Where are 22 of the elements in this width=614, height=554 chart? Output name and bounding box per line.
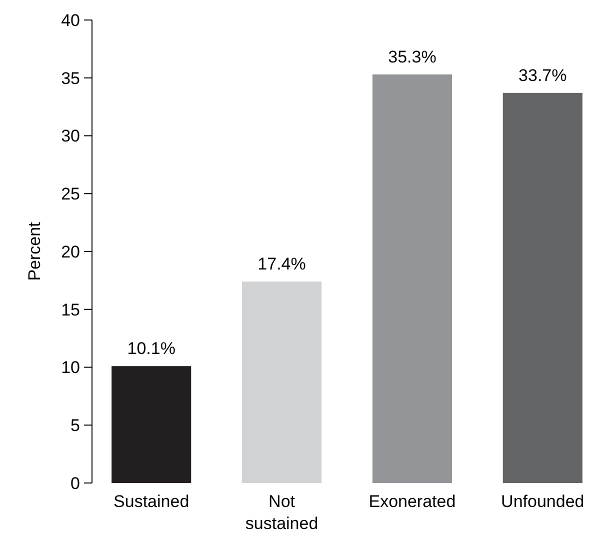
x-tick-label: Exonerated — [368, 492, 456, 511]
data-label: 17.4% — [258, 254, 306, 274]
y-tick-label: 15 — [61, 300, 80, 320]
y-tick-label: 20 — [61, 242, 80, 262]
x-tick-label: Unfounded — [501, 492, 584, 511]
data-label: 10.1% — [127, 339, 176, 358]
y-tick-label: 5 — [70, 416, 80, 436]
y-tick-label: 25 — [61, 184, 80, 204]
y-tick-label: 40 — [61, 10, 80, 30]
bar — [372, 74, 452, 483]
bar — [502, 92, 582, 483]
y-tick-label: 35 — [61, 68, 80, 88]
data-label: 33.7% — [518, 66, 567, 85]
y-tick-label: 0 — [70, 474, 80, 493]
data-label: 35.3% — [388, 47, 436, 66]
x-tick-label: Sustained — [114, 492, 190, 511]
bar — [112, 366, 192, 483]
y-tick-label: 10 — [61, 358, 80, 378]
bar — [242, 282, 322, 483]
x-tick-label: Not sustained — [245, 492, 318, 533]
y-axis-title: Percent — [25, 222, 44, 281]
y-tick-label: 30 — [61, 126, 80, 146]
